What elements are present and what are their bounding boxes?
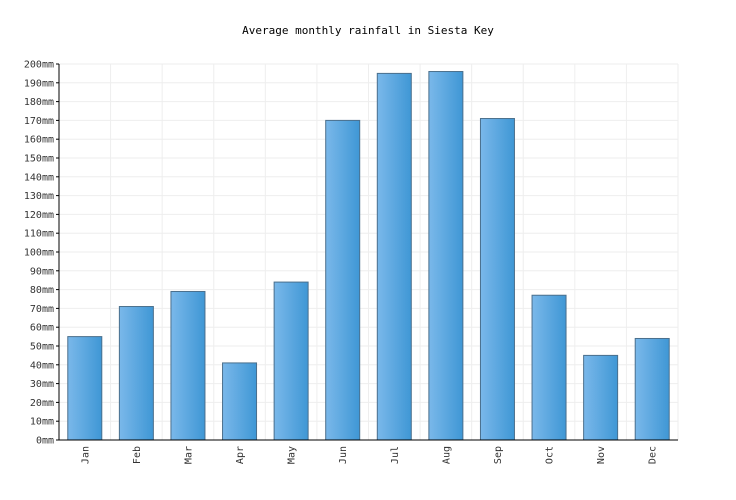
bar-aug <box>428 71 464 441</box>
bar-feb <box>118 306 154 441</box>
y-tick-label: 30mm <box>30 379 54 390</box>
y-tick-label: 90mm <box>30 266 54 277</box>
y-tick-label: 20mm <box>30 398 54 409</box>
x-tick-label: Apr <box>235 446 246 464</box>
x-tick-label: May <box>287 446 298 464</box>
bar-sep <box>479 118 515 441</box>
y-tick-label: 10mm <box>30 417 54 428</box>
bar-apr <box>222 362 258 441</box>
x-tick-label: Mar <box>183 446 194 464</box>
bar-may <box>273 281 309 441</box>
y-tick-label: 50mm <box>30 342 54 353</box>
y-tick-label: 160mm <box>24 135 54 146</box>
y-tick-label: 190mm <box>24 78 54 89</box>
x-tick-label: Oct <box>545 446 556 464</box>
x-tick-label: Jan <box>80 446 91 464</box>
chart-title: Average monthly rainfall in Siesta Key <box>242 24 494 37</box>
bar-nov <box>583 354 619 441</box>
y-tick-label: 60mm <box>30 323 54 334</box>
y-tick-label: 200mm <box>24 60 54 71</box>
x-tick-label: Nov <box>596 446 607 464</box>
x-tick-label: Aug <box>441 446 452 464</box>
y-tick-label: 40mm <box>30 360 54 371</box>
y-tick-label: 0mm <box>36 436 54 447</box>
y-tick-label: 170mm <box>24 116 54 127</box>
x-tick-label: Jun <box>338 446 349 464</box>
bar-mar <box>170 290 206 441</box>
y-tick-label: 150mm <box>24 154 54 165</box>
x-tick-labels: Jan Feb Mar Apr May Jun Jul Aug Sep Oct Nov Dec <box>80 446 658 464</box>
y-tick-label: 80mm <box>30 285 54 296</box>
y-tick-label: 110mm <box>24 229 54 240</box>
x-tick-label: Feb <box>132 446 143 464</box>
x-tick-label: Dec <box>648 446 659 464</box>
y-tick-label: 140mm <box>24 172 54 183</box>
bar-oct <box>531 294 567 441</box>
y-tick-labels: 0mm 10mm 20mm 30mm 40mm 50mm 60mm 70mm 80mm 90mm 1… <box>24 60 54 447</box>
bar-jun <box>325 119 361 441</box>
y-tick-label: 180mm <box>24 97 54 108</box>
y-tick-label: 100mm <box>24 248 54 259</box>
y-tick-label: 130mm <box>24 191 54 202</box>
y-tick-label: 120mm <box>24 210 54 221</box>
bar-dec <box>634 337 670 441</box>
bar-jan <box>67 336 103 441</box>
bar-jul <box>376 72 412 441</box>
x-tick-label: Sep <box>493 446 504 464</box>
y-tick-label: 70mm <box>30 304 54 315</box>
x-tick-label: Jul <box>390 446 401 464</box>
axis-layer <box>56 63 678 441</box>
